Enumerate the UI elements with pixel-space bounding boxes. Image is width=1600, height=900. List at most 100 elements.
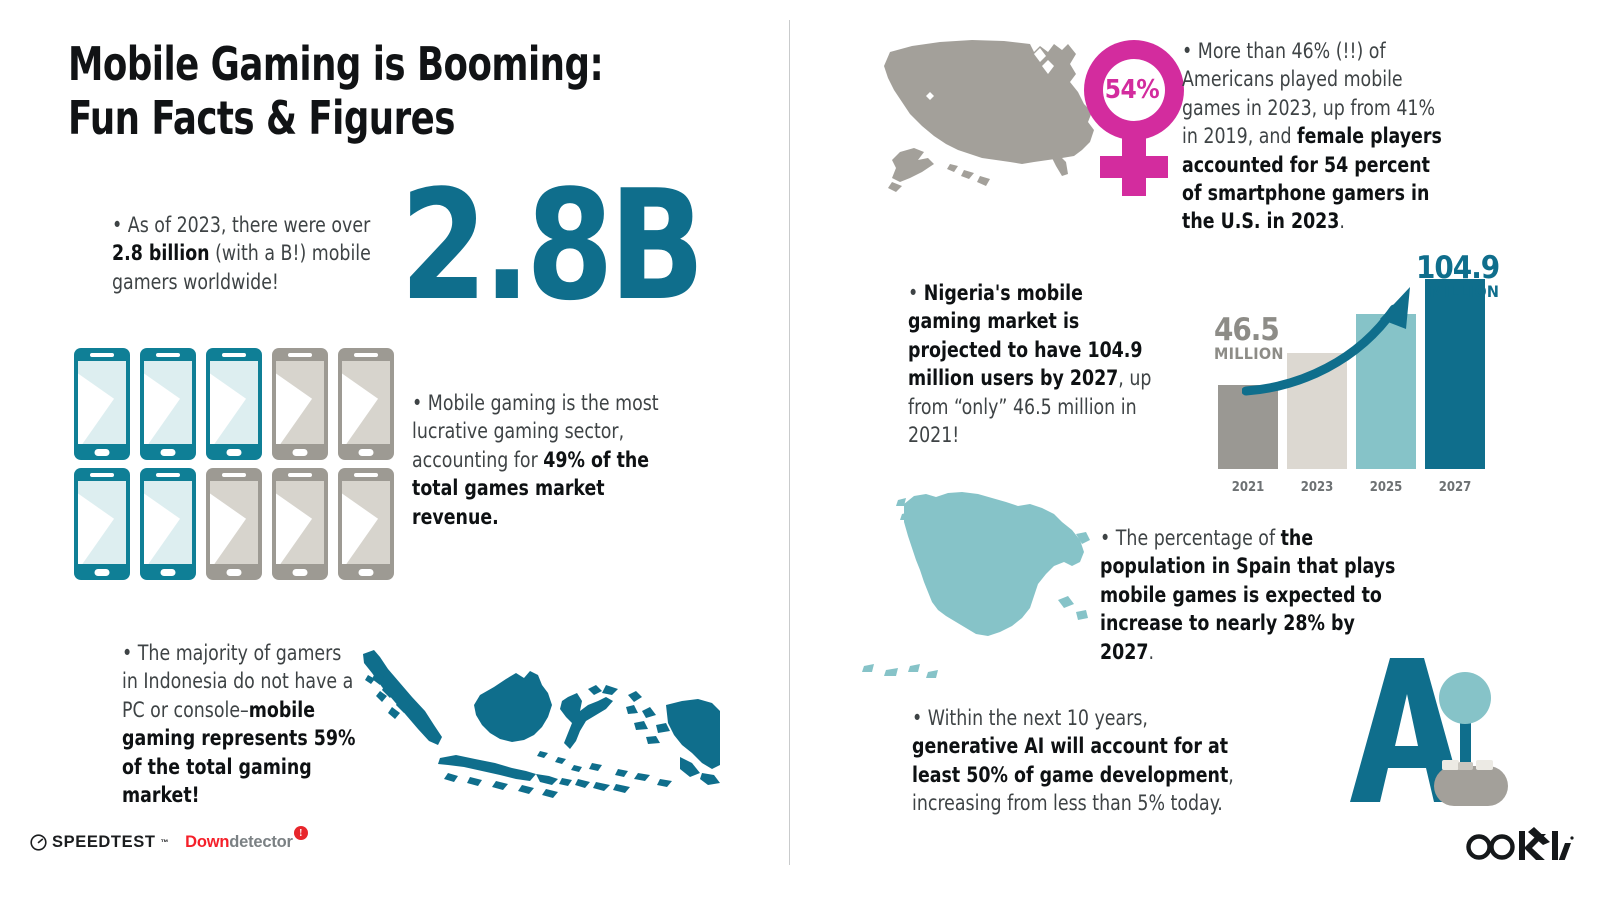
phone-icon bbox=[272, 468, 328, 580]
chart-x-axis: 2021 2023 2025 2027 bbox=[1218, 480, 1500, 495]
phone-icon bbox=[74, 348, 130, 460]
bullet-spain-post: . bbox=[1148, 639, 1154, 665]
bullet-nigeria-bold: Nigeria's mobile gaming market is projec… bbox=[908, 281, 1143, 392]
phone-screen bbox=[144, 361, 192, 444]
phone-percent-chart bbox=[74, 348, 394, 582]
phone-speaker-icon bbox=[156, 353, 180, 357]
female-percent-badge: 54% bbox=[1104, 75, 1160, 105]
phone-icon bbox=[140, 348, 196, 460]
phone-home-button-icon bbox=[226, 449, 242, 456]
page-title: Mobile Gaming is Booming: Fun Facts & Fi… bbox=[68, 37, 604, 145]
speedtest-trademark: ™ bbox=[160, 838, 170, 847]
phone-home-button-icon bbox=[160, 569, 176, 576]
bar-2027 bbox=[1425, 279, 1485, 469]
nigeria-users-bar-chart: 46.5 MILLION 104.9 MILLION 2021 2023 202… bbox=[1214, 240, 1508, 495]
data-label-2021: 46.5 MILLION bbox=[1214, 312, 1284, 363]
data-label-2027-value: 104.9 bbox=[1416, 250, 1500, 287]
bullet-americans-bold: female players accounted for 54 percent … bbox=[1182, 124, 1442, 235]
phone-speaker-icon bbox=[90, 353, 114, 357]
bullet-revenue-pre: • Mobile gaming is the most lucrative ga… bbox=[412, 391, 659, 473]
phone-icon bbox=[74, 468, 130, 580]
bullet-gamers-worldwide: • As of 2023, there were over 2.8 billio… bbox=[112, 212, 373, 297]
phone-screen bbox=[342, 361, 390, 444]
data-label-2027: 104.9 MILLION bbox=[1416, 250, 1500, 301]
spain-map bbox=[840, 470, 1090, 690]
bullet-ai-pre: • Within the next 10 years, bbox=[912, 706, 1148, 731]
phone-screen bbox=[210, 361, 258, 444]
bar-column-2021 bbox=[1218, 385, 1278, 469]
speedtest-logo: SPEEDTEST ™ bbox=[30, 833, 169, 852]
phone-speaker-icon bbox=[288, 353, 312, 357]
bullet-indonesia-pre: • The majority of gamers in Indonesia do… bbox=[122, 641, 354, 723]
speedtest-label: SPEEDTEST bbox=[52, 833, 156, 851]
phone-home-button-icon bbox=[358, 449, 374, 456]
data-label-2027-unit: MILLION bbox=[1429, 281, 1500, 301]
phone-home-button-icon bbox=[358, 569, 374, 576]
phone-icon bbox=[338, 348, 394, 460]
indonesia-map bbox=[330, 645, 720, 810]
bullet-spain-bold: the population in Spain that plays mobil… bbox=[1100, 526, 1396, 665]
bullet-ai-bold: generative AI will account for at least … bbox=[912, 734, 1229, 788]
phone-icon bbox=[206, 348, 262, 460]
bullet-gamers-post: (with a B!) mobile gamers worldwide! bbox=[112, 241, 371, 295]
bullet-nigeria-pre: • bbox=[908, 281, 924, 306]
bullet-generative-ai: • Within the next 10 years, generative A… bbox=[912, 705, 1252, 819]
female-symbol-icon bbox=[1082, 40, 1186, 205]
phone-speaker-icon bbox=[222, 473, 246, 477]
data-label-2021-unit: MILLION bbox=[1214, 343, 1284, 363]
bullet-american-gamers: • More than 46% (!!) of Americans played… bbox=[1182, 38, 1452, 237]
speedometer-icon bbox=[30, 834, 47, 851]
bullet-nigeria: • Nigeria's mobile gaming market is proj… bbox=[908, 280, 1153, 450]
phone-icon bbox=[140, 468, 196, 580]
x-tick-2027: 2027 bbox=[1438, 480, 1472, 495]
phone-screen bbox=[78, 481, 126, 564]
bullet-gamers-pre: • As of 2023, there were over bbox=[112, 213, 371, 238]
data-label-2021-value: 46.5 bbox=[1214, 312, 1280, 349]
phone-speaker-icon bbox=[354, 353, 378, 357]
downdetector-logo: Downdetector ! bbox=[185, 826, 308, 852]
bullet-nigeria-post: , up from “only” 46.5 million in 2021! bbox=[908, 366, 1152, 448]
bullet-spain-pre: • The percentage of bbox=[1100, 526, 1281, 551]
phone-home-button-icon bbox=[226, 569, 242, 576]
phone-speaker-icon bbox=[288, 473, 312, 477]
phone-home-button-icon bbox=[292, 569, 308, 576]
bullet-ai-post: , increasing from less than 5% today. bbox=[912, 762, 1234, 817]
phone-speaker-icon bbox=[222, 353, 246, 357]
bullet-gamers-bold: 2.8 billion bbox=[112, 241, 210, 267]
phone-speaker-icon bbox=[90, 473, 114, 477]
phone-icon bbox=[206, 468, 262, 580]
united-states-map bbox=[862, 30, 1162, 210]
x-tick-2023: 2023 bbox=[1300, 480, 1334, 495]
phone-icon bbox=[338, 468, 394, 580]
bullet-market-revenue: • Mobile gaming is the most lucrative ga… bbox=[412, 390, 682, 532]
growth-arrow-icon bbox=[1242, 287, 1410, 396]
phone-speaker-icon bbox=[354, 473, 378, 477]
phone-home-button-icon bbox=[94, 449, 110, 456]
bullet-revenue-bold: 49% of the total games market revenue. bbox=[412, 447, 650, 530]
bar-column-2027 bbox=[1425, 279, 1485, 469]
phone-screen bbox=[276, 481, 324, 564]
big-stat-2-8b: 2.8B bbox=[400, 157, 705, 334]
phone-screen bbox=[144, 481, 192, 564]
x-tick-2021: 2021 bbox=[1231, 480, 1265, 495]
phone-screen bbox=[78, 361, 126, 444]
bullet-indonesia-bold: mobile gaming represents 59% of the tota… bbox=[122, 697, 356, 808]
bullet-spain: • The percentage of the population in Sp… bbox=[1100, 525, 1413, 667]
phone-icon bbox=[272, 348, 328, 460]
bullet-americans-pre: • More than 46% (!!) of Americans played… bbox=[1182, 39, 1436, 150]
phone-home-button-icon bbox=[292, 449, 308, 456]
phone-speaker-icon bbox=[156, 473, 180, 477]
bullet-americans-post: . bbox=[1339, 209, 1345, 235]
downdetector-alert-badge-icon: ! bbox=[293, 826, 308, 840]
downdetector-label-detector: detector bbox=[229, 833, 293, 851]
ai-joystick-graphic bbox=[1338, 650, 1508, 815]
bullet-indonesia: • The majority of gamers in Indonesia do… bbox=[122, 640, 356, 810]
downdetector-label-down: Down bbox=[185, 833, 230, 851]
column-divider bbox=[789, 20, 790, 865]
phone-home-button-icon bbox=[160, 449, 176, 456]
phone-home-button-icon bbox=[94, 569, 110, 576]
footer-logos-left: SPEEDTEST ™ Downdetector ! bbox=[30, 826, 308, 852]
x-tick-2025: 2025 bbox=[1369, 480, 1403, 495]
phone-screen bbox=[210, 481, 258, 564]
